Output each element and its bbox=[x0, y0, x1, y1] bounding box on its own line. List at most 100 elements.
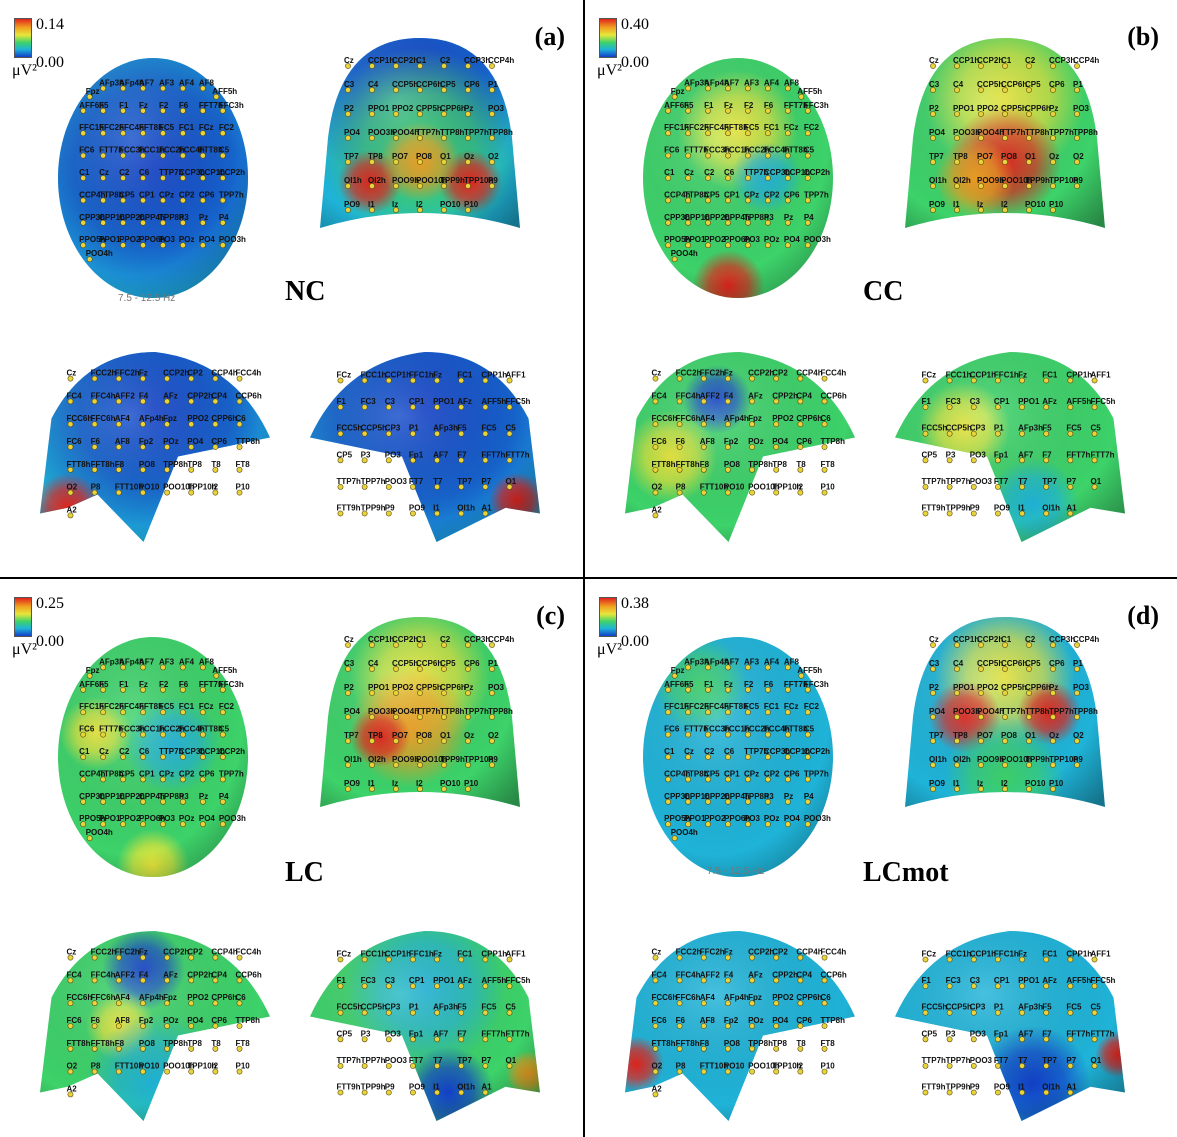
electrode-label: TTP8h bbox=[1025, 128, 1050, 137]
electrode-label: FTT10h bbox=[115, 1062, 144, 1071]
electrode-label: CP6 bbox=[1049, 659, 1065, 668]
electrode-label: CCP1h bbox=[368, 56, 394, 65]
electrode-dot bbox=[67, 398, 74, 405]
electrode-dot bbox=[465, 762, 471, 768]
electrode-label: F5 bbox=[684, 101, 694, 110]
electrode-dot bbox=[930, 63, 936, 69]
electrode-label: AF8 bbox=[199, 78, 215, 87]
electrode-dot bbox=[199, 152, 206, 159]
electrode-label: FFC2h bbox=[115, 369, 140, 378]
electrode-dot bbox=[797, 466, 804, 473]
electrode-label: PO7 bbox=[977, 731, 994, 740]
electrode-dot bbox=[91, 1023, 98, 1029]
electrode-dot bbox=[417, 87, 423, 93]
electrode-label: POO3h bbox=[368, 707, 395, 716]
electrode-dot bbox=[385, 457, 392, 464]
electrode-label: P3 bbox=[361, 1029, 371, 1038]
electrode-label: Fp1 bbox=[409, 450, 424, 459]
electrode-label: FC3 bbox=[361, 976, 377, 985]
electrode-dot bbox=[954, 762, 960, 768]
electrode-dot bbox=[385, 430, 392, 437]
electrode-dot bbox=[465, 183, 471, 189]
electrode-label: CPP2h bbox=[187, 970, 213, 979]
electrode-dot bbox=[797, 1000, 804, 1007]
electrode-label: CPP1h bbox=[481, 371, 507, 380]
electrode-dot bbox=[441, 159, 447, 165]
electrode-dot bbox=[1019, 956, 1025, 963]
electrode-dot bbox=[465, 786, 471, 792]
electrode-label: Cz bbox=[66, 948, 76, 957]
electrode-label: TTP8h bbox=[821, 1016, 846, 1025]
electrode-label: F1 bbox=[704, 680, 714, 689]
electrode-label: Pz bbox=[784, 213, 793, 222]
electrode-label: FCC1h bbox=[139, 146, 165, 155]
electrode-dot bbox=[705, 152, 711, 159]
electrode-label: P8 bbox=[91, 1062, 101, 1071]
electrode-dot bbox=[784, 152, 791, 159]
electrode-label: CPP2h bbox=[119, 213, 145, 222]
electrode-dot bbox=[804, 130, 811, 137]
electrode-dot bbox=[745, 152, 751, 159]
electrode-label: P2 bbox=[344, 683, 354, 692]
electrode-label: I2 bbox=[1001, 779, 1008, 788]
electrode-dot bbox=[954, 111, 960, 117]
electrode-dot bbox=[665, 798, 672, 805]
electrode-label: P10 bbox=[236, 1062, 251, 1071]
electrode-label: C1 bbox=[1001, 56, 1012, 65]
electrode-label: FCC4h bbox=[179, 725, 205, 734]
electrode-label: P3 bbox=[946, 450, 956, 459]
electrode-label: PO4 bbox=[772, 1016, 789, 1025]
electrode-label: CP2 bbox=[764, 190, 780, 199]
electrode-label: TPP7h bbox=[946, 1056, 971, 1065]
electrode-label: POz bbox=[179, 814, 195, 823]
electrode-label: TTP8h bbox=[821, 437, 846, 446]
electrode-label: FFT7h bbox=[199, 101, 223, 110]
electrode-dot bbox=[978, 87, 984, 93]
electrode-dot bbox=[1026, 207, 1032, 213]
electrode-label: TPP10h bbox=[772, 483, 801, 492]
electrode-label: POO3h bbox=[219, 814, 246, 823]
electrode-dot bbox=[115, 1068, 122, 1075]
electrode-dot bbox=[140, 1045, 146, 1052]
electrode-dot bbox=[1067, 956, 1074, 963]
electrode-label: PPO1 bbox=[99, 814, 121, 823]
electrode-dot bbox=[978, 690, 984, 696]
electrode-label: AFz bbox=[163, 391, 178, 400]
electrode-label: FTT10h bbox=[700, 1062, 729, 1071]
electrode-dot bbox=[930, 159, 936, 165]
electrode-dot bbox=[700, 977, 707, 984]
electrode-label: CCP6h bbox=[1001, 80, 1027, 89]
electrode-label: POO3 bbox=[970, 477, 993, 486]
electrode-dot bbox=[441, 762, 447, 768]
electrode-label: Cz bbox=[684, 168, 694, 177]
electrode-label: FCC3h bbox=[119, 725, 145, 734]
electrode-dot bbox=[67, 421, 74, 428]
electrode-dot bbox=[804, 107, 811, 114]
electrode-label: AF8 bbox=[784, 78, 800, 87]
electrode-dot bbox=[784, 821, 791, 828]
electrode-label: OI1h bbox=[1042, 1083, 1060, 1092]
electrode-label: TP8 bbox=[953, 152, 968, 161]
colorbar-min-label: 0.00 bbox=[621, 54, 649, 71]
electrode-label: TTP8h bbox=[236, 1016, 261, 1025]
electrode-dot bbox=[1026, 762, 1032, 768]
electrode-label: F8 bbox=[115, 460, 125, 469]
electrode-label: POz bbox=[163, 1016, 179, 1025]
electrode-label: OI1h bbox=[344, 176, 362, 185]
electrode-label: O2 bbox=[66, 483, 77, 492]
electrode-label: CP3 bbox=[970, 1003, 986, 1012]
horizontal-divider bbox=[0, 577, 1177, 579]
electrode-dot bbox=[458, 510, 465, 517]
electrode-dot bbox=[970, 956, 977, 963]
electrode-dot bbox=[465, 666, 471, 672]
electrode-label: CPP4h bbox=[139, 213, 165, 222]
electrode-label: P10 bbox=[464, 200, 479, 209]
electrode-dot bbox=[821, 1023, 828, 1029]
electrode-label: CCP5h bbox=[977, 80, 1003, 89]
electrode-label: PO9 bbox=[929, 200, 946, 209]
electrode-dot bbox=[482, 404, 489, 410]
electrode-dot bbox=[652, 489, 659, 496]
electrode-dot bbox=[199, 731, 206, 738]
electrode-dot bbox=[417, 714, 423, 720]
electrode-dot bbox=[725, 709, 731, 716]
